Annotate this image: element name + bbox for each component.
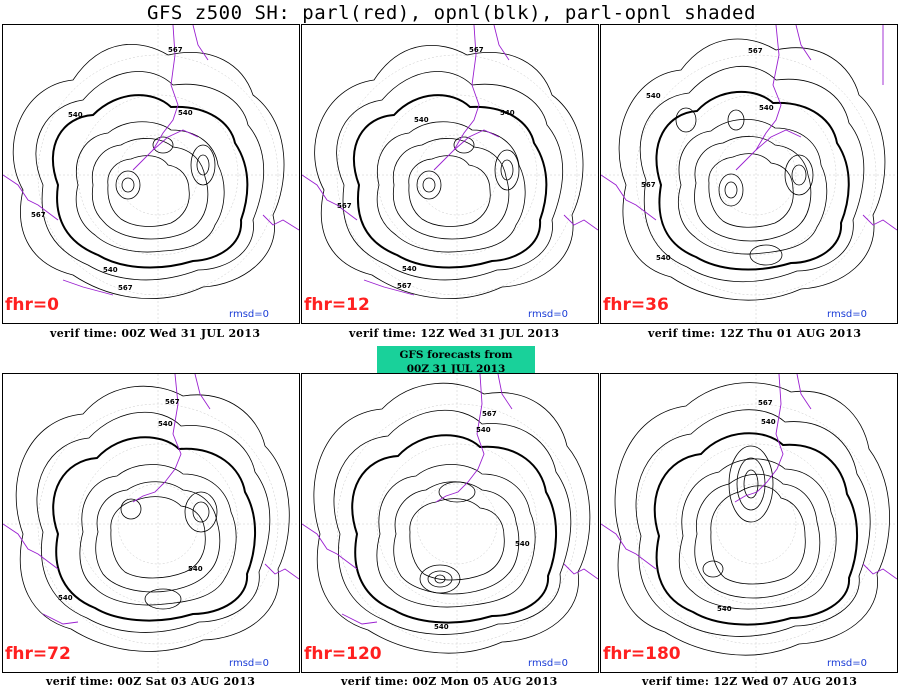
- svg-text:540: 540: [178, 109, 193, 117]
- fhr-label: fhr=180: [603, 644, 681, 664]
- map-panel-fhr180: 567 540 540 fhr=180 rmsd=0: [600, 373, 898, 673]
- verif-time-label: verif time: 12Z Wed 07 AUG 2013: [642, 675, 858, 688]
- verif-time-label: verif time: 00Z Wed 31 JUL 2013: [50, 327, 261, 340]
- forecast-init-box: GFS forecasts from 00Z 31 JUL 2013: [377, 346, 535, 377]
- svg-text:540: 540: [58, 594, 73, 602]
- fhr-label: fhr=0: [5, 295, 59, 315]
- forecast-init-line2: 00Z 31 JUL 2013: [406, 363, 506, 375]
- fhr-label: fhr=12: [304, 295, 370, 315]
- svg-text:540: 540: [476, 426, 491, 434]
- svg-text:540: 540: [402, 265, 417, 273]
- forecast-init-line1: GFS forecasts from: [399, 349, 513, 361]
- svg-text:567: 567: [748, 47, 763, 55]
- svg-text:540: 540: [188, 565, 203, 573]
- verif-time-label: verif time: 12Z Wed 31 JUL 2013: [349, 327, 560, 340]
- svg-text:567: 567: [641, 181, 656, 189]
- contour-map-fhr180: 567 540 540: [601, 374, 897, 672]
- rmsd-label: rmsd=0: [528, 658, 568, 669]
- figure-title: GFS z500 SH: parl(red), opnl(blk), parl-…: [147, 2, 756, 24]
- rmsd-label: rmsd=0: [229, 309, 269, 320]
- verif-time-label: verif time: 12Z Thu 01 AUG 2013: [648, 327, 862, 340]
- fhr-label: fhr=72: [5, 644, 71, 664]
- map-panel-fhr36: 567 540 540 567 540 fhr=36 rmsd=0: [600, 24, 898, 324]
- map-panel-fhr72: 567 540 540 540 fhr=72 rmsd=0: [2, 373, 300, 673]
- contour-map-fhr12: 567 540 540 567 540 567: [302, 25, 598, 323]
- map-panel-fhr12: 567 540 540 567 540 567 fhr=12 rmsd=0: [301, 24, 599, 324]
- svg-text:540: 540: [414, 116, 429, 124]
- svg-text:540: 540: [158, 420, 173, 428]
- verif-time-label: verif time: 00Z Sat 03 AUG 2013: [46, 675, 256, 688]
- svg-text:540: 540: [656, 254, 671, 262]
- rmsd-label: rmsd=0: [528, 309, 568, 320]
- svg-text:567: 567: [397, 282, 412, 290]
- svg-text:540: 540: [515, 540, 530, 548]
- fhr-label: fhr=36: [603, 295, 669, 315]
- rmsd-label: rmsd=0: [229, 658, 269, 669]
- map-panel-fhr120: 567 540 540 540 fhr=120 rmsd=0: [301, 373, 599, 673]
- svg-text:540: 540: [68, 111, 83, 119]
- svg-text:540: 540: [717, 605, 732, 613]
- contour-map-fhr120: 567 540 540 540: [302, 374, 598, 672]
- svg-text:567: 567: [337, 202, 352, 210]
- svg-text:567: 567: [31, 211, 46, 219]
- rmsd-label: rmsd=0: [827, 658, 867, 669]
- svg-text:540: 540: [646, 92, 661, 100]
- svg-text:540: 540: [761, 418, 776, 426]
- svg-text:567: 567: [168, 46, 183, 54]
- svg-text:567: 567: [758, 399, 773, 407]
- map-panel-fhr0: 567 540 540 567 540 567 fhr=0 rmsd=0: [2, 24, 300, 324]
- contour-map-fhr0: 567 540 540 567 540 567: [3, 25, 299, 323]
- rmsd-label: rmsd=0: [827, 309, 867, 320]
- svg-text:567: 567: [118, 284, 133, 292]
- fhr-label: fhr=120: [304, 644, 382, 664]
- svg-text:567: 567: [469, 46, 484, 54]
- svg-text:567: 567: [165, 398, 180, 406]
- svg-text:540: 540: [434, 623, 449, 631]
- svg-text:540: 540: [500, 109, 515, 117]
- contour-map-fhr72: 567 540 540 540: [3, 374, 299, 672]
- svg-text:567: 567: [482, 410, 497, 418]
- svg-text:540: 540: [759, 104, 774, 112]
- verif-time-label: verif time: 00Z Mon 05 AUG 2013: [341, 675, 558, 688]
- contour-map-fhr36: 567 540 540 567 540: [601, 25, 897, 323]
- svg-text:540: 540: [103, 266, 118, 274]
